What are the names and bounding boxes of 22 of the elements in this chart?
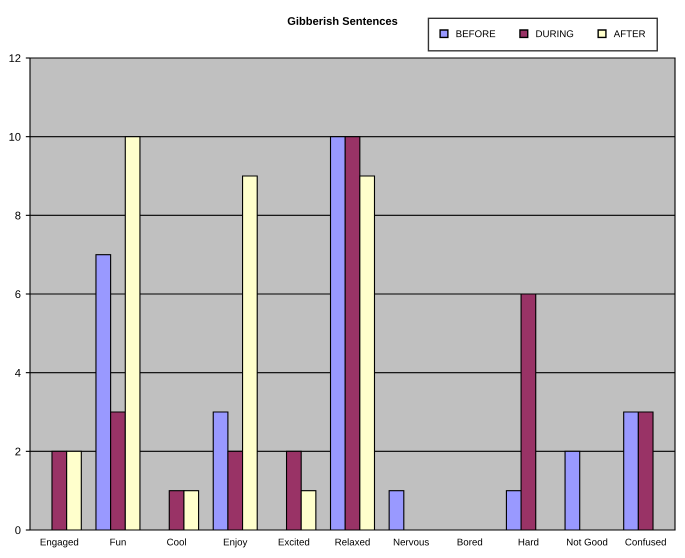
y-tick-label: 4 — [15, 369, 21, 377]
x-tick-label: Confused — [625, 538, 666, 546]
legend-label: AFTER — [614, 30, 646, 38]
x-tick-label: Cool — [167, 538, 186, 546]
y-tick-label: 12 — [9, 54, 20, 62]
y-tick-label: 0 — [15, 526, 21, 534]
x-tick-label: Bored — [458, 538, 482, 546]
y-tick-label: 2 — [15, 448, 20, 456]
x-tick-label: Fun — [110, 538, 126, 546]
x-tick-label: Excited — [278, 538, 310, 546]
x-tick-label: Enjoy — [224, 538, 248, 548]
x-tick-label: Relaxed — [335, 538, 370, 546]
y-tick-label: 8 — [15, 212, 20, 220]
chart-title: Gibberish Sentences — [288, 16, 398, 25]
x-tick-label: Not Good — [567, 538, 608, 546]
x-tick-label: Engaged — [40, 538, 78, 548]
legend-label: DURING — [536, 30, 574, 38]
y-tick-label: 6 — [15, 290, 20, 298]
legend-label: BEFORE — [456, 30, 496, 38]
x-tick-label: Nervous — [394, 538, 429, 546]
x-tick-label: Hard — [518, 538, 538, 546]
y-tick-label: 10 — [9, 132, 21, 141]
